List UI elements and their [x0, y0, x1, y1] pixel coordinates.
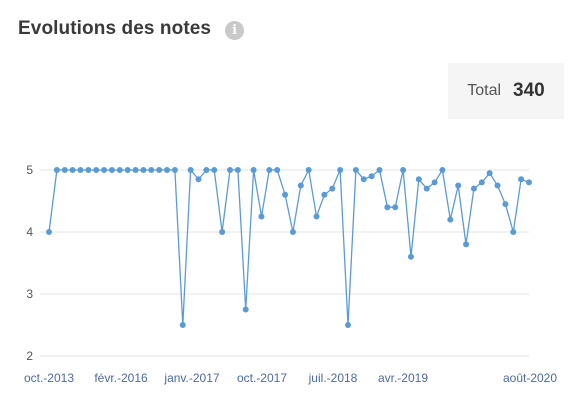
data-point: [415, 176, 422, 183]
data-point: [321, 191, 328, 198]
data-point: [140, 167, 147, 173]
data-point: [518, 176, 525, 183]
total-label: Total: [467, 82, 502, 99]
data-point: [101, 167, 108, 173]
y-tick-label: 5: [26, 163, 33, 177]
data-point: [211, 167, 218, 173]
chart-header: Evolutions des notes i: [18, 18, 245, 40]
data-point: [352, 167, 359, 173]
x-tick-label: févr.-2016: [94, 371, 148, 385]
data-point: [494, 182, 501, 189]
data-point: [195, 176, 202, 183]
data-point: [116, 167, 123, 173]
data-point: [258, 213, 265, 220]
data-point: [486, 170, 493, 177]
data-point: [61, 167, 68, 173]
data-point: [226, 167, 233, 173]
data-point: [345, 322, 352, 328]
data-point: [187, 167, 194, 173]
data-point: [242, 306, 249, 313]
data-point: [502, 201, 509, 208]
data-point: [179, 322, 186, 328]
data-point: [93, 167, 100, 173]
total-value: 340: [513, 80, 545, 101]
data-point: [132, 167, 139, 173]
data-point: [463, 241, 470, 248]
x-tick-label: oct.-2017: [237, 371, 287, 385]
data-point: [124, 167, 131, 173]
y-tick-label: 3: [26, 287, 33, 301]
data-point: [400, 167, 407, 173]
data-point: [431, 179, 438, 186]
series-line: [48, 167, 530, 326]
x-tick-label: août-2020: [503, 371, 557, 385]
data-point: [376, 167, 383, 173]
chart-title: Evolutions des notes: [18, 18, 212, 39]
data-point: [69, 167, 76, 173]
info-icon[interactable]: i: [225, 20, 245, 40]
data-point: [250, 167, 257, 173]
y-tick-label: 4: [26, 225, 33, 239]
data-point: [171, 167, 178, 173]
x-tick-label: oct.-2013: [24, 371, 74, 385]
data-point: [447, 216, 454, 223]
data-point: [53, 167, 60, 173]
data-point: [478, 179, 485, 186]
data-point: [368, 173, 375, 180]
data-point: [510, 229, 517, 235]
data-point: [148, 167, 155, 173]
data-point: [423, 185, 430, 192]
data-point: [282, 191, 289, 198]
data-point: [305, 167, 312, 173]
x-tick-label: juil.-2018: [308, 371, 358, 385]
data-point: [297, 182, 304, 189]
data-point: [360, 176, 367, 183]
data-point: [234, 167, 241, 173]
data-point: [313, 213, 320, 220]
data-point: [108, 167, 115, 173]
data-point: [164, 167, 171, 173]
data-point: [470, 185, 477, 192]
total-box: Total 340: [448, 63, 564, 119]
data-point: [392, 204, 399, 211]
data-point: [329, 185, 336, 192]
data-point: [219, 229, 226, 235]
data-point: [439, 167, 446, 173]
y-tick-label: 2: [26, 349, 33, 363]
data-point: [274, 167, 281, 173]
data-point: [77, 167, 84, 173]
x-tick-label: janv.-2017: [163, 371, 219, 385]
data-point: [384, 204, 391, 211]
data-point: [407, 253, 414, 260]
data-point: [289, 229, 296, 235]
data-point: [337, 167, 344, 173]
data-point: [85, 167, 92, 173]
data-point: [46, 229, 52, 235]
data-point: [266, 167, 273, 173]
data-point: [203, 167, 210, 173]
data-point: [156, 167, 163, 173]
data-point: [455, 182, 462, 189]
data-point: [526, 179, 532, 186]
x-tick-label: avr.-2019: [378, 371, 428, 385]
